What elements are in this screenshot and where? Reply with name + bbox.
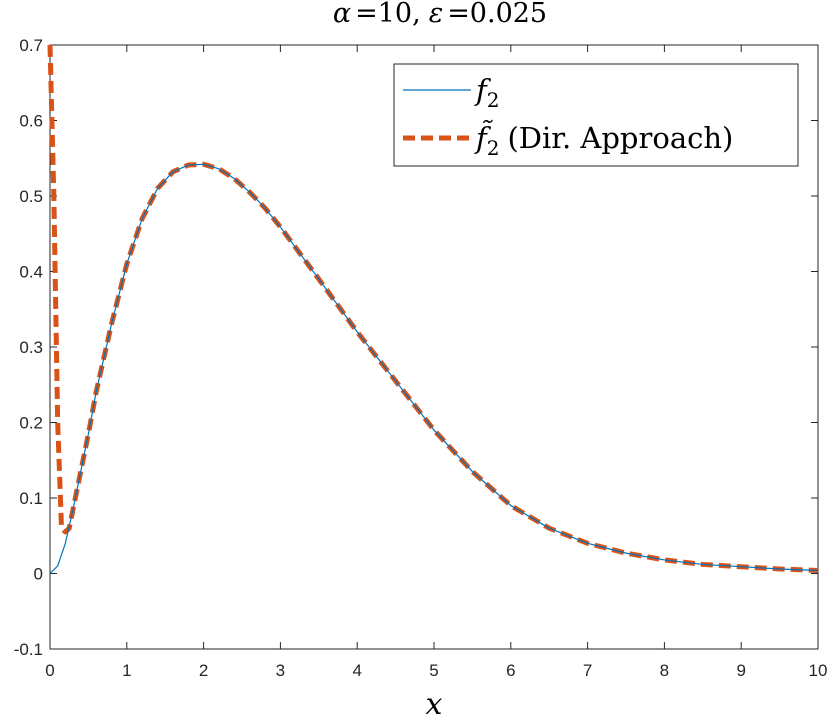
x-tick-label: 8 [660,661,669,680]
y-tick-label: 0.4 [19,263,43,282]
x-tick-label: 0 [45,661,54,680]
y-tick-label: 0.7 [19,36,43,55]
x-tick-label: 9 [736,661,745,680]
legend-box [393,63,799,167]
y-tick-label: 0.1 [19,489,43,508]
x-tick-label: 2 [199,661,208,680]
chart-title: α =10, ε =0.025 [333,0,547,29]
y-tick-label: 0.3 [19,338,43,357]
series-f2-line [49,163,819,574]
y-tick-label: -0.1 [14,640,43,659]
legend-label-f2-tilde: f̃2 (Dir. Approach) [474,120,733,160]
legend: f2 f̃2 (Dir. Approach) [393,63,799,167]
x-tick-label: 10 [809,661,828,680]
x-axis-label: x [426,687,443,722]
y-tick-label: 0.6 [19,112,43,131]
x-tick-label: 7 [583,661,592,680]
x-tick-label: 1 [122,661,131,680]
x-tick-label: 3 [276,661,285,680]
x-tick-label: 5 [429,661,438,680]
series-layer [47,44,819,574]
y-tick-label: 0.2 [19,414,43,433]
y-tick-label: 0.5 [19,187,43,206]
x-tick-label: 4 [352,661,361,680]
x-axis-ticks: 0 1 2 3 4 5 6 7 8 9 10 [45,45,827,680]
x-tick-label: 6 [506,661,515,680]
y-tick-label: 0 [34,565,43,584]
y-axis-ticks: -0.1 0 0.1 0.2 0.3 0.4 0.5 0.6 0.7 [14,36,818,659]
